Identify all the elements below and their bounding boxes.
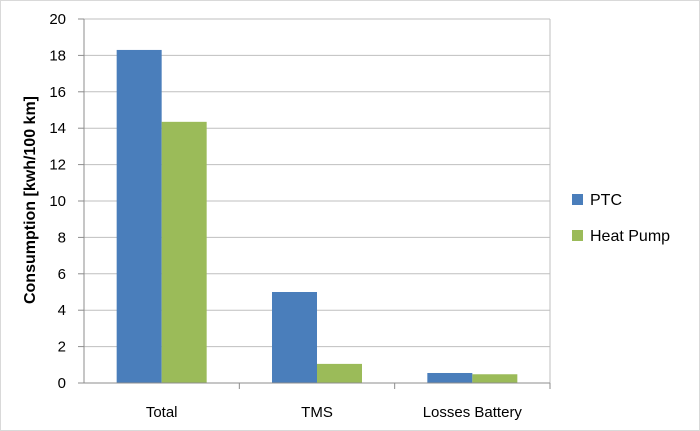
legend-label: PTC — [590, 192, 622, 209]
y-tick-label: 8 — [58, 229, 66, 246]
y-tick-label: 0 — [58, 375, 66, 392]
bar-heat-pump-losses-battery — [472, 374, 518, 383]
legend-label: Heat Pump — [590, 228, 670, 245]
y-tick-label: 14 — [49, 120, 66, 137]
bars — [116, 49, 518, 383]
legend-swatch-heat-pump — [572, 230, 583, 241]
y-axis-label: Consumption [kwh/100 km] — [22, 96, 39, 304]
x-tick-labels: Total TMS Losses Battery — [146, 404, 523, 421]
y-tick-label: 20 — [49, 11, 66, 28]
bar-ptc-total — [116, 49, 162, 383]
y-tick-label: 2 — [58, 339, 66, 356]
y-tick-label: 6 — [58, 266, 66, 283]
y-tick-labels: 0 2 4 6 8 10 12 14 16 18 20 — [49, 11, 66, 392]
bar-heat-pump-total — [161, 121, 207, 383]
y-tick-label: 12 — [49, 157, 66, 174]
y-tick-label: 16 — [49, 84, 66, 101]
x-tick-label: Losses Battery — [423, 404, 523, 421]
legend: PTC Heat Pump — [572, 192, 670, 245]
y-tick-label: 10 — [49, 193, 66, 210]
y-tick-label: 4 — [58, 302, 66, 319]
x-tick-label: TMS — [301, 404, 333, 421]
bar-ptc-losses-battery — [427, 372, 473, 383]
axes — [78, 18, 551, 389]
y-tick-label: 18 — [49, 47, 66, 64]
bar-heat-pump-tms — [317, 363, 362, 383]
legend-swatch-ptc — [572, 194, 583, 205]
bar-ptc-tms — [272, 292, 317, 383]
x-tick-label: Total — [146, 404, 178, 421]
